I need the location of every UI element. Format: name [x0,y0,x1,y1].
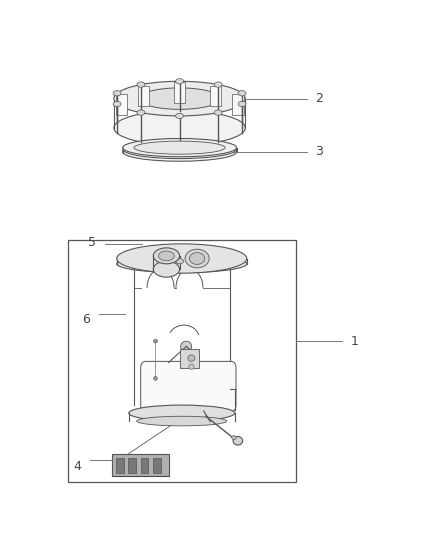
Ellipse shape [123,140,237,159]
Text: 4: 4 [73,460,81,473]
Bar [141,458,148,473]
Bar [116,94,127,115]
Ellipse shape [185,249,209,268]
Bar [153,458,161,473]
Ellipse shape [159,251,174,261]
Ellipse shape [137,110,145,115]
FancyBboxPatch shape [141,361,236,411]
Ellipse shape [137,416,227,426]
Bar [180,349,199,368]
Ellipse shape [189,364,194,369]
Text: 3: 3 [315,146,323,158]
Ellipse shape [117,255,247,273]
Ellipse shape [188,355,195,361]
Bar [210,86,221,106]
Bar [116,458,124,473]
Ellipse shape [123,139,237,157]
Bar [112,454,169,476]
Ellipse shape [176,114,184,119]
Ellipse shape [176,78,184,84]
Bar [232,94,244,115]
Ellipse shape [153,339,158,343]
Ellipse shape [129,405,235,421]
Text: 5: 5 [88,236,96,249]
Ellipse shape [153,261,180,277]
Ellipse shape [176,259,184,264]
Text: 2: 2 [315,92,323,105]
Ellipse shape [238,101,246,107]
Ellipse shape [117,244,247,273]
Bar [68,240,296,482]
Ellipse shape [232,436,236,439]
Ellipse shape [134,141,225,154]
Ellipse shape [139,88,220,109]
Ellipse shape [114,111,245,146]
Ellipse shape [114,82,245,116]
Ellipse shape [189,253,205,264]
Ellipse shape [113,101,121,107]
Ellipse shape [233,437,243,445]
Bar [138,86,149,106]
Ellipse shape [214,110,222,115]
Text: 1: 1 [350,335,358,348]
Ellipse shape [137,82,145,87]
Ellipse shape [113,91,121,96]
Bar [128,458,136,473]
Ellipse shape [180,341,192,352]
Ellipse shape [153,376,158,381]
Ellipse shape [123,143,237,161]
Ellipse shape [214,82,222,87]
Ellipse shape [238,91,246,96]
Text: 6: 6 [82,313,90,326]
Bar [174,83,185,103]
Ellipse shape [153,248,180,264]
